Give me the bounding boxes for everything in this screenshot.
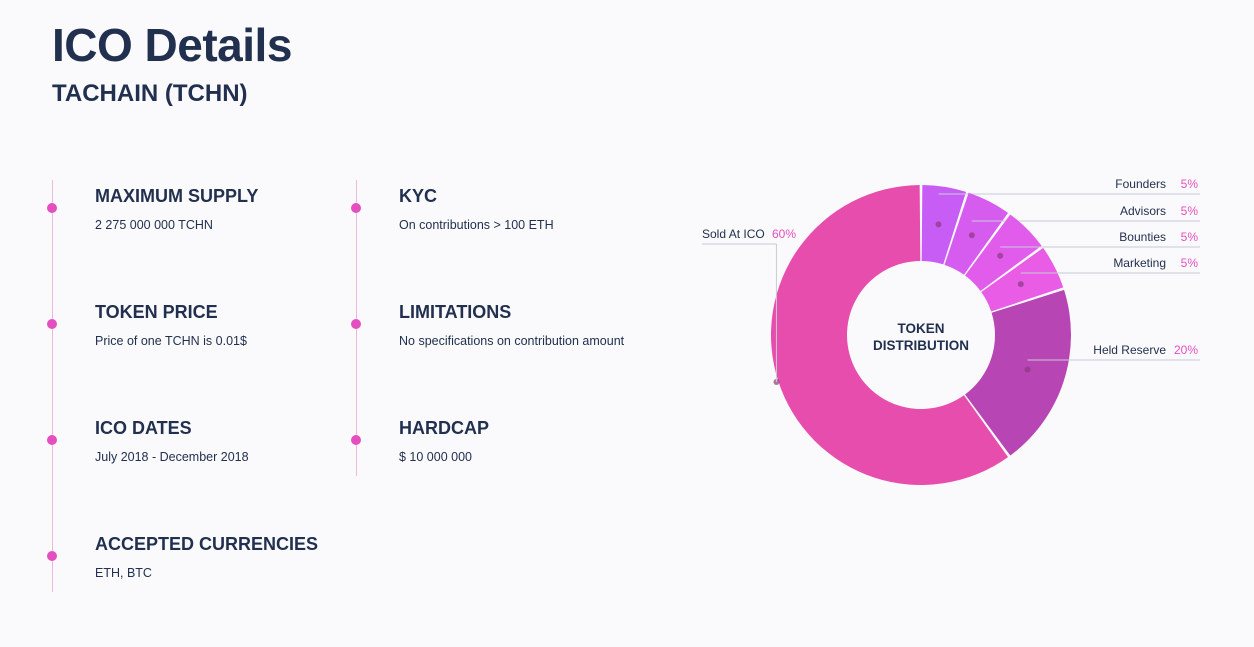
legend-value: 20%: [1174, 343, 1198, 357]
leader-dot: [968, 232, 975, 239]
timeline-dot: [351, 319, 361, 329]
center-label-line: TOKEN: [897, 321, 944, 336]
leader-dot: [1017, 281, 1024, 288]
slice-bounties: [965, 214, 1042, 291]
slice-marketing: [981, 247, 1064, 312]
leader-dot: [997, 252, 1004, 259]
detail-value: Price of one TCHN is 0.01$: [95, 334, 247, 348]
timeline-dot: [351, 435, 361, 445]
slice-founders: [921, 185, 967, 265]
detail-value: ETH, BTC: [95, 566, 152, 580]
token-distribution-chart: Founders 5% Advisors 5% Bounties 5% Marketing 5…: [702, 177, 1200, 485]
detail-value: $ 10 000 000: [399, 450, 472, 464]
legend-value: 5%: [1181, 230, 1199, 244]
legend-value: 5%: [1181, 177, 1199, 191]
detail-label: KYC: [399, 186, 438, 206]
detail-value: On contributions > 100 ETH: [399, 218, 554, 232]
detail-label: ICO DATES: [95, 418, 192, 438]
legend-value: 5%: [1181, 204, 1199, 218]
timeline-dot: [47, 435, 57, 445]
page-title: ICO Details: [52, 19, 292, 71]
legend-item-founders: Founders 5%: [938, 177, 1200, 195]
legend-value: 5%: [1181, 256, 1199, 270]
legend-label: Founders: [1115, 177, 1166, 191]
detail-label: LIMITATIONS: [399, 302, 512, 322]
legend-item-held-reserve: Held Reserve 20%: [1027, 343, 1200, 361]
page-subtitle: TACHAIN (TCHN): [52, 80, 248, 107]
legend-item-sold-at-ico: Sold At ICO 60%: [702, 227, 796, 382]
legend-item-marketing: Marketing 5%: [1020, 256, 1200, 274]
legend-value: 60%: [772, 227, 796, 241]
legend-label: Advisors: [1120, 204, 1166, 218]
timeline-dot: [351, 203, 361, 213]
legend-label: Bounties: [1119, 230, 1166, 244]
center-label-line: DISTRIBUTION: [873, 338, 969, 353]
slice-sold-at-ico: [771, 185, 1009, 485]
legend-item-bounties: Bounties 5%: [1000, 230, 1200, 248]
timeline-dot: [47, 551, 57, 561]
leader-dot: [1024, 366, 1031, 373]
slice-advisors: [944, 192, 1009, 275]
detail-value: 2 275 000 000 TCHN: [95, 218, 213, 232]
legend-label: Held Reserve: [1093, 343, 1166, 357]
detail-value: No specifications on contribution amount: [399, 334, 625, 348]
detail-label: ACCEPTED CURRENCIES: [95, 534, 319, 554]
slice-held-reserve: [965, 289, 1071, 456]
left-timeline-line: [52, 180, 53, 592]
timeline-dot: [47, 319, 57, 329]
legend-label: Sold At ICO: [702, 227, 765, 241]
detail-value: July 2018 - December 2018: [95, 450, 249, 464]
detail-label: HARDCAP: [399, 418, 489, 438]
leader-dot: [935, 221, 942, 228]
detail-label: MAXIMUM SUPPLY: [95, 186, 259, 206]
detail-label: TOKEN PRICE: [95, 302, 218, 322]
legend-label: Marketing: [1113, 256, 1166, 270]
timeline-dot: [47, 203, 57, 213]
